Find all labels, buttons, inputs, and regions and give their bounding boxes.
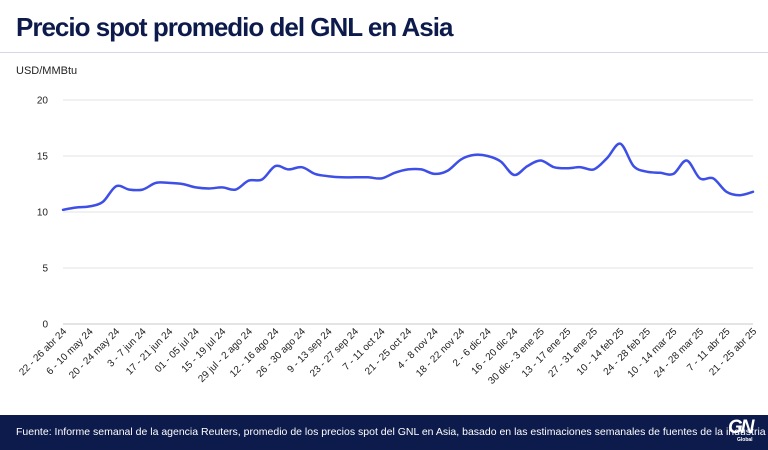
line-chart: USD/MMBtu 0 5 10 15 20 22 - 26 abr 246 - 10 … <box>16 65 759 387</box>
footer-bar: Fuente: Informe semanal de la agencia Re… <box>0 415 768 450</box>
y-axis-ticks: 0 5 10 15 20 <box>37 96 49 331</box>
y-tick-label: 15 <box>37 152 49 163</box>
y-tick-label: 0 <box>42 320 48 331</box>
logo-subtext: Global <box>737 437 753 443</box>
title-divider <box>0 52 768 53</box>
source-note: Fuente: Informe semanal de la agencia Re… <box>16 426 766 438</box>
y-tick-label: 10 <box>37 208 49 219</box>
gridlines <box>63 99 753 325</box>
y-tick-label: 20 <box>37 96 49 107</box>
chart-title: Precio spot promedio del GNL en Asia <box>16 12 453 42</box>
x-tick-label: 21 - 25 abr 25 <box>707 326 759 378</box>
price-line <box>61 142 755 212</box>
price-series <box>61 142 755 212</box>
logo-mark: GN <box>728 417 754 438</box>
brand-logo: GN Global <box>728 417 760 447</box>
y-tick-label: 5 <box>42 264 48 275</box>
y-axis-unit-label: USD/MMBtu <box>16 65 77 77</box>
